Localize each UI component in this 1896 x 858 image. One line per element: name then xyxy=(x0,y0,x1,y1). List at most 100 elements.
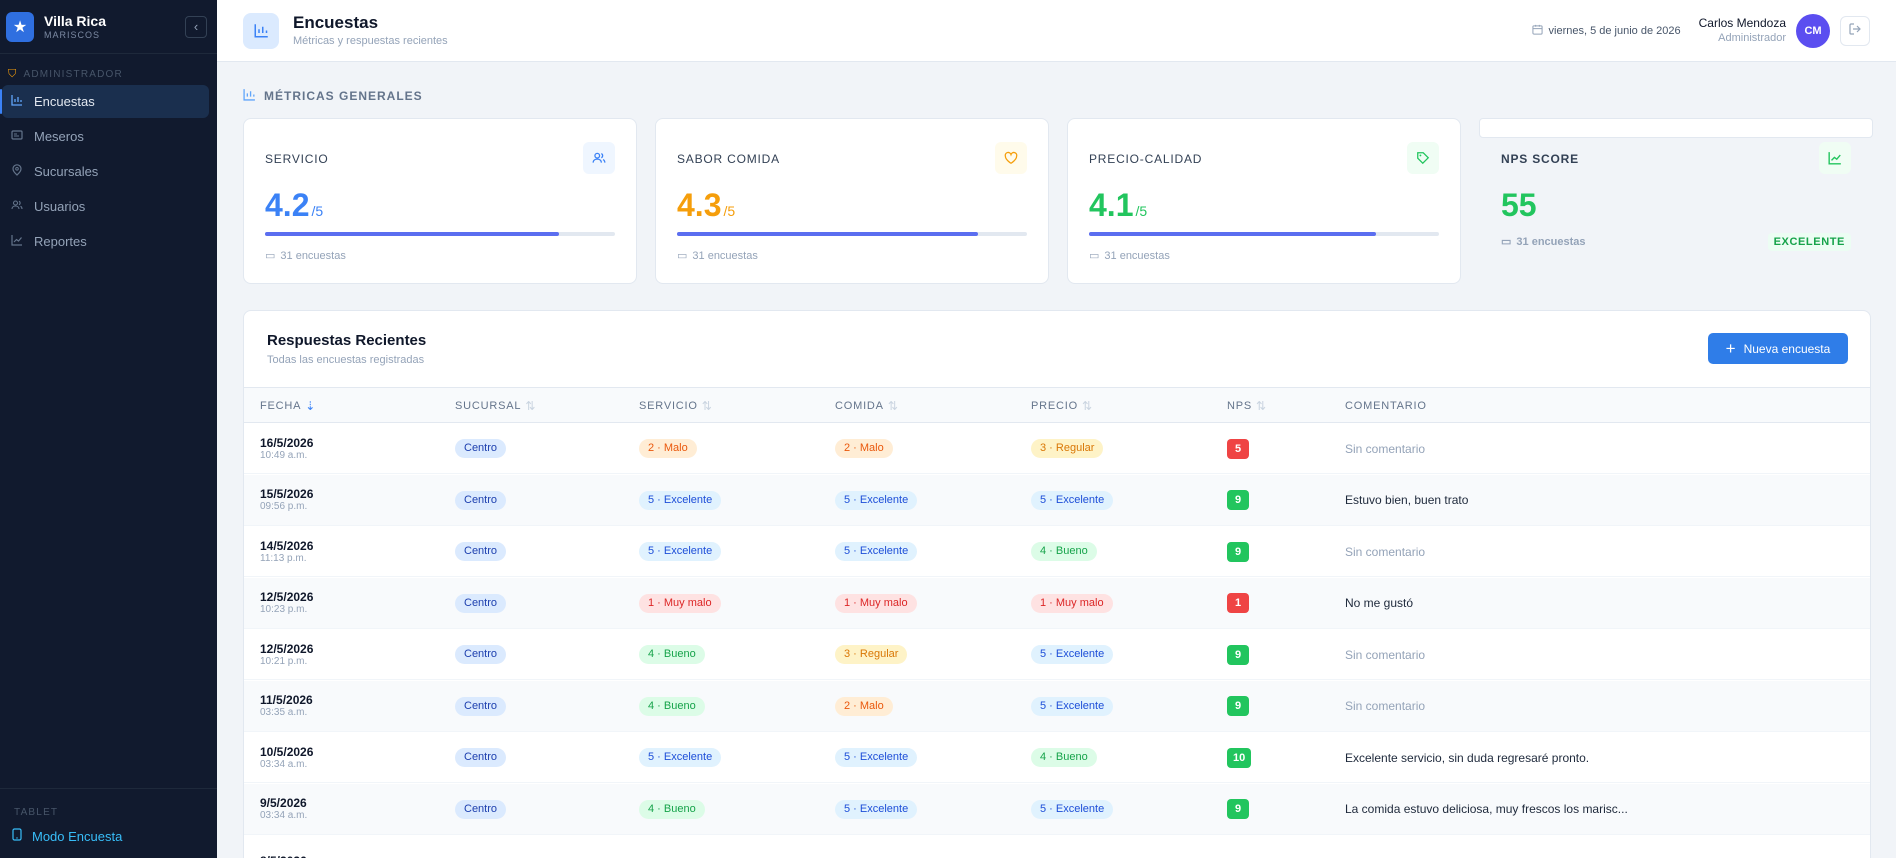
metric-title: NPS SCORE xyxy=(1501,152,1579,166)
nps-cell: 5 xyxy=(1227,423,1249,474)
comment-cell: La comida estuvo deliciosa, muy frescos … xyxy=(1345,784,1628,835)
page-title: Encuestas xyxy=(293,12,379,32)
sidebar-item-usuarios[interactable]: Usuarios xyxy=(2,190,209,223)
sidebar-item-reportes[interactable]: Reportes xyxy=(2,225,209,258)
column-header-sucursal[interactable]: SUCURSAL ⇅ xyxy=(455,388,536,424)
metric-progress-bar xyxy=(265,232,615,236)
precio-rating-cell: 5 · Excelente xyxy=(1031,681,1114,732)
date-cell: 16/5/2026 10:49 a.m. xyxy=(260,423,313,474)
users-icon xyxy=(583,142,615,174)
column-header-comida[interactable]: COMIDA ⇅ xyxy=(835,388,899,424)
metric-title: SABOR COMIDA xyxy=(677,152,780,166)
nps-badge: 9 xyxy=(1227,696,1249,716)
tag-icon xyxy=(1407,142,1439,174)
branch-badge: Centro xyxy=(455,748,507,767)
precio-rating-cell: 4 · Bueno xyxy=(1031,526,1097,577)
response-date: 14/5/2026 xyxy=(260,538,314,553)
trend-chart-icon xyxy=(1819,142,1851,174)
brand-name: Villa Rica xyxy=(44,12,107,29)
servicio-rating-cell: 4 · Bueno xyxy=(639,784,705,835)
comment-text: No me gustó xyxy=(1345,596,1414,610)
sidebar-item-meseros[interactable]: Meseros xyxy=(2,120,209,153)
response-time: 10:49 a.m. xyxy=(260,449,308,461)
calendar-icon xyxy=(1531,24,1543,38)
sidebar-item-label: Encuestas xyxy=(34,94,95,109)
sidebar-item-sucursales[interactable]: Sucursales xyxy=(2,155,209,188)
nps-cell: 9 xyxy=(1227,784,1249,835)
metric-card-nps-score: NPS SCORE 55 ▭ 31 encuestas EXCELENTE xyxy=(1479,118,1873,251)
date-cell: 14/5/2026 11:13 p.m. xyxy=(260,526,313,577)
logout-icon xyxy=(1848,22,1862,39)
map-pin-icon xyxy=(10,164,24,179)
nps-cell: 9 xyxy=(1227,629,1249,680)
rating-badge: 5 · Excelente xyxy=(1031,645,1114,664)
comment-cell: No me gustó xyxy=(1345,578,1413,629)
sidebar-item-label: Usuarios xyxy=(34,199,86,214)
table-row[interactable]: 9/5/2026 03:34 a.m. Centro 4 · Bueno 5 · Exc… xyxy=(244,783,1870,835)
avatar[interactable]: CM xyxy=(1796,13,1830,48)
metric-value: 4.1/5 xyxy=(1089,187,1147,229)
column-header-nps[interactable]: NPS ⇅ xyxy=(1227,388,1267,424)
column-label: COMIDA xyxy=(835,400,884,412)
servicio-rating-cell: 1 · Muy malo xyxy=(639,578,721,629)
response-date: 12/5/2026 xyxy=(260,641,314,656)
metric-count-text: 31 encuestas xyxy=(692,249,758,262)
metric-card-precio-calidad: PRECIO-CALIDAD 4.1/5 ▭ 31 encuestas xyxy=(1067,118,1461,284)
comment-text: Excelente servicio, sin duda regresaré p… xyxy=(1345,750,1590,765)
table-row[interactable]: 12/5/2026 10:23 p.m. Centro 1 · Muy malo 1 ·… xyxy=(244,577,1870,629)
top-header: Encuestas Métricas y respuestas reciente… xyxy=(217,0,1896,62)
heart-icon xyxy=(995,142,1027,174)
table-row[interactable]: 12/5/2026 10:21 p.m. Centro 4 · Bueno 3 · Re… xyxy=(244,629,1870,680)
role-label-text: ADMINISTRADOR xyxy=(23,69,123,80)
metric-count-text: 31 encuestas xyxy=(1104,249,1170,262)
table-row[interactable]: 11/5/2026 03:35 a.m. Centro 4 · Bueno 2 · Ma… xyxy=(244,680,1870,732)
table-row[interactable]: 8/5/2026 xyxy=(244,835,1870,858)
nps-status-badge: EXCELENTE xyxy=(1767,233,1851,251)
date-text: viernes, 5 de junio de 2026 xyxy=(1548,24,1681,37)
precio-rating-cell: 4 · Bueno xyxy=(1031,732,1097,783)
logout-button[interactable] xyxy=(1840,15,1870,46)
comment-cell: Estuvo bien, buen trato xyxy=(1345,475,1468,526)
date-cell: 15/5/2026 09:56 p.m. xyxy=(260,475,313,526)
rating-badge: 5 · Excelente xyxy=(835,490,918,510)
column-header-precio[interactable]: PRECIO ⇅ xyxy=(1031,388,1093,424)
nps-badge: 9 xyxy=(1227,541,1249,562)
bar-chart-icon xyxy=(10,94,24,109)
tablet-mode-link[interactable]: Modo Encuesta xyxy=(0,818,217,844)
new-survey-button[interactable]: + Nueva encuesta xyxy=(1708,333,1848,364)
inbox-icon: ▭ xyxy=(1089,250,1100,262)
collapse-sidebar-button[interactable]: ‹ xyxy=(185,15,207,38)
sort-icon: ⇅ xyxy=(887,399,899,413)
comida-rating-cell: 2 · Malo xyxy=(835,681,893,732)
comida-rating-cell: 5 · Excelente xyxy=(835,784,918,835)
comment-text: La comida estuvo deliciosa, muy frescos … xyxy=(1345,802,1628,816)
rating-badge: 1 · Muy malo xyxy=(1031,593,1113,613)
metric-progress-fill xyxy=(677,232,978,236)
column-header-fecha[interactable]: FECHA ⇣ xyxy=(260,388,316,424)
column-label: FECHA xyxy=(260,400,302,412)
comment-cell: Sin comentario xyxy=(1345,681,1425,732)
rating-badge: 5 · Excelente xyxy=(639,542,722,561)
table-row[interactable]: 14/5/2026 11:13 p.m. Centro 5 · Excelente 5 … xyxy=(244,526,1870,577)
comida-rating-cell: 1 · Muy malo xyxy=(835,578,917,629)
response-date: 16/5/2026 xyxy=(260,435,314,450)
sidebar-item-encuestas[interactable]: Encuestas xyxy=(0,85,209,118)
sort-icon: ⇅ xyxy=(1081,399,1093,413)
rating-badge: 4 · Bueno xyxy=(639,645,705,664)
nps-badge: 9 xyxy=(1227,644,1249,665)
metric-title: SERVICIO xyxy=(265,152,329,166)
date-cell: 11/5/2026 03:35 a.m. xyxy=(260,681,313,732)
comment-text: Sin comentario xyxy=(1345,441,1426,456)
comment-cell: Sin comentario xyxy=(1345,629,1425,680)
column-header-servicio[interactable]: SERVICIO ⇅ xyxy=(639,388,713,424)
table-row[interactable]: 16/5/2026 10:49 a.m. Centro 2 · Malo 2 · Mal… xyxy=(244,423,1870,474)
metric-value-number: 4.2 xyxy=(265,187,310,223)
table-row[interactable]: 15/5/2026 09:56 p.m. Centro 5 · Excelente 5 … xyxy=(244,474,1870,526)
sidebar-item-label: Reportes xyxy=(34,234,87,249)
tablet-icon xyxy=(12,828,22,844)
metric-count: ▭ 31 encuestas xyxy=(1501,235,1586,249)
column-header-comentario: COMENTARIO xyxy=(1345,388,1427,424)
metric-count-text: 31 encuestas xyxy=(280,249,346,262)
table-row[interactable]: 10/5/2026 03:34 a.m. Centro 5 · Excelente 5 … xyxy=(244,732,1870,783)
sort-icon: ⇅ xyxy=(701,399,713,413)
